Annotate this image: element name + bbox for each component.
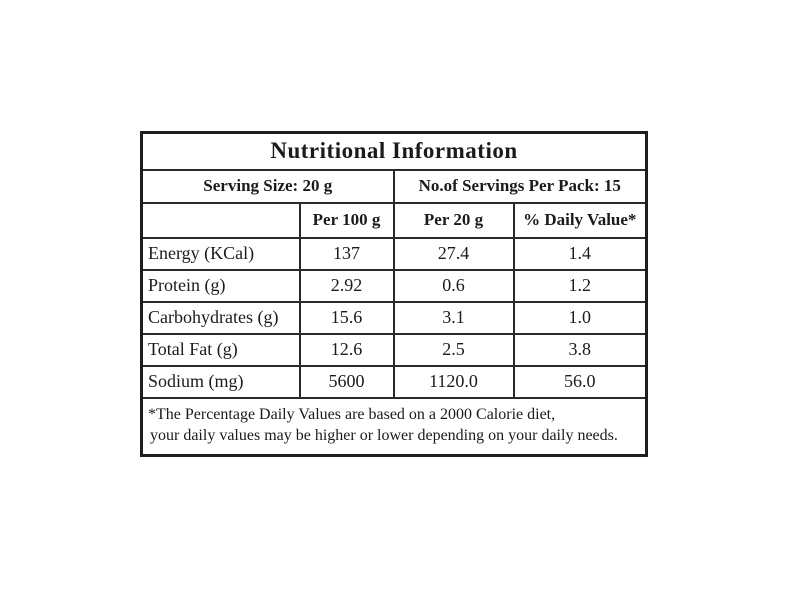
title-row: Nutritional Information <box>140 131 648 171</box>
table-title: Nutritional Information <box>140 131 648 171</box>
value-daily-value: 3.8 <box>512 332 648 367</box>
nutrient-label: Carbohydrates (g) <box>140 300 301 335</box>
table-row-sodium: Sodium (mg) 5600 1120.0 56.0 <box>140 364 648 399</box>
value-per-20g: 1120.0 <box>392 364 515 399</box>
value-per-100g: 15.6 <box>298 300 395 335</box>
column-header-empty <box>140 201 301 239</box>
value-daily-value: 1.0 <box>512 300 648 335</box>
column-header-per-20g: Per 20 g <box>392 201 515 239</box>
value-per-100g: 12.6 <box>298 332 395 367</box>
column-header-per-100g: Per 100 g <box>298 201 395 239</box>
table-row-protein: Protein (g) 2.92 0.6 1.2 <box>140 268 648 303</box>
footnote-line-1: *The Percentage Daily Values are based o… <box>148 405 556 423</box>
servings-per-pack-label: No.of Servings Per Pack: 15 <box>392 168 648 204</box>
column-header-daily-value: % Daily Value* <box>512 201 648 239</box>
nutrient-label: Total Fat (g) <box>140 332 301 367</box>
serving-info-row: Serving Size: 20 g No.of Servings Per Pa… <box>140 168 648 204</box>
nutrition-facts-table: Nutritional Information Serving Size: 20… <box>140 131 648 457</box>
nutrient-label: Protein (g) <box>140 268 301 303</box>
table-row-total-fat: Total Fat (g) 12.6 2.5 3.8 <box>140 332 648 367</box>
value-per-20g: 2.5 <box>392 332 515 367</box>
value-per-20g: 0.6 <box>392 268 515 303</box>
value-per-100g: 2.92 <box>298 268 395 303</box>
column-header-row: Per 100 g Per 20 g % Daily Value* <box>140 201 648 239</box>
value-per-20g: 27.4 <box>392 236 515 271</box>
footnote-line-2: your daily values may be higher or lower… <box>150 427 618 445</box>
table-row-energy: Energy (KCal) 137 27.4 1.4 <box>140 236 648 271</box>
value-daily-value: 56.0 <box>512 364 648 399</box>
value-per-100g: 5600 <box>298 364 395 399</box>
footnote-row: *The Percentage Daily Values are based o… <box>140 396 648 457</box>
value-daily-value: 1.4 <box>512 236 648 271</box>
footnote: *The Percentage Daily Values are based o… <box>140 396 648 457</box>
value-per-20g: 3.1 <box>392 300 515 335</box>
serving-size-label: Serving Size: 20 g <box>140 168 395 204</box>
nutrient-label: Energy (KCal) <box>140 236 301 271</box>
nutrient-label: Sodium (mg) <box>140 364 301 399</box>
value-per-100g: 137 <box>298 236 395 271</box>
table-row-carbohydrates: Carbohydrates (g) 15.6 3.1 1.0 <box>140 300 648 335</box>
value-daily-value: 1.2 <box>512 268 648 303</box>
